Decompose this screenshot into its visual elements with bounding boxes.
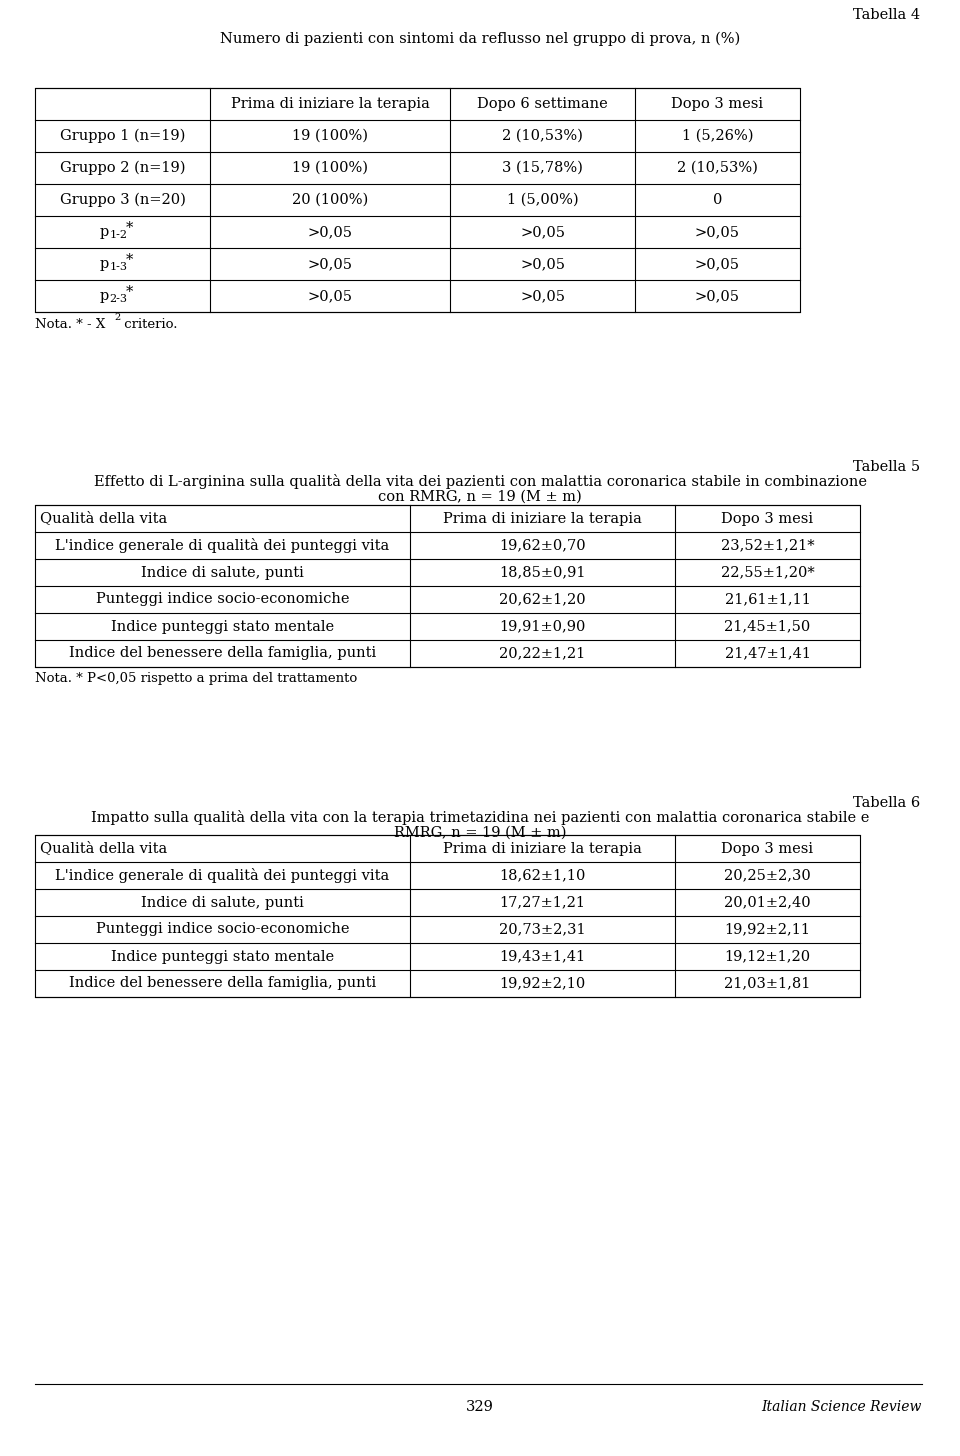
Text: 21,61±1,11: 21,61±1,11 [725, 593, 810, 607]
Text: Indice di salute, punti: Indice di salute, punti [141, 565, 304, 579]
Text: 1 (5,00%): 1 (5,00%) [507, 194, 578, 207]
Bar [35, 87, 800, 312]
Text: 21,03±1,81: 21,03±1,81 [724, 977, 810, 990]
Text: >0,05: >0,05 [520, 288, 565, 303]
Text: 20,25±2,30: 20,25±2,30 [724, 868, 811, 882]
Text: p: p [99, 288, 108, 303]
Text: 2: 2 [114, 313, 120, 322]
Text: Tabella 4: Tabella 4 [852, 7, 920, 22]
Text: Tabella 5: Tabella 5 [852, 460, 920, 475]
Text: Dopo 3 mesi: Dopo 3 mesi [721, 511, 813, 526]
Text: 19,92±2,11: 19,92±2,11 [725, 923, 810, 936]
Text: *: * [126, 285, 133, 298]
Bar [35, 505, 860, 667]
Text: RMRG, n = 19 (M ± m): RMRG, n = 19 (M ± m) [394, 826, 566, 840]
Text: Dopo 6 settimane: Dopo 6 settimane [477, 98, 608, 111]
Text: Qualità della vita: Qualità della vita [40, 842, 167, 856]
Text: >0,05: >0,05 [695, 288, 740, 303]
Text: 20,22±1,21: 20,22±1,21 [499, 646, 586, 661]
Text: Numero di pazienti con sintomi da reflusso nel gruppo di prova, n (%): Numero di pazienti con sintomi da reflus… [220, 32, 740, 47]
Text: >0,05: >0,05 [307, 288, 352, 303]
Text: con RMRG, n = 19 (M ± m): con RMRG, n = 19 (M ± m) [378, 491, 582, 504]
Text: Prima di iniziare la terapia: Prima di iniziare la terapia [444, 842, 642, 856]
Text: 20,73±2,31: 20,73±2,31 [499, 923, 586, 936]
Text: Dopo 3 mesi: Dopo 3 mesi [721, 842, 813, 856]
Text: Indice del benessere della famiglia, punti: Indice del benessere della famiglia, pun… [69, 646, 376, 661]
Text: Indice del benessere della famiglia, punti: Indice del benessere della famiglia, pun… [69, 977, 376, 990]
Text: p: p [99, 258, 108, 271]
Text: >0,05: >0,05 [695, 258, 740, 271]
Text: Effetto di L-arginina sulla qualità della vita dei pazienti con malattia coronar: Effetto di L-arginina sulla qualità dell… [93, 475, 867, 489]
Bar [35, 834, 860, 997]
Text: 1-2: 1-2 [109, 230, 128, 240]
Text: 0: 0 [713, 194, 722, 207]
Text: L'indice generale di qualità dei punteggi vita: L'indice generale di qualità dei puntegg… [56, 539, 390, 553]
Text: 329: 329 [466, 1401, 494, 1414]
Text: Qualità della vita: Qualità della vita [40, 511, 167, 526]
Text: Indice di salute, punti: Indice di salute, punti [141, 895, 304, 910]
Text: 2 (10,53%): 2 (10,53%) [677, 162, 758, 175]
Text: criterio.: criterio. [120, 317, 178, 331]
Text: 19,91±0,90: 19,91±0,90 [499, 619, 586, 633]
Text: Nota. * - X: Nota. * - X [35, 317, 106, 331]
Text: 23,52±1,21*: 23,52±1,21* [721, 539, 814, 552]
Text: >0,05: >0,05 [520, 258, 565, 271]
Text: Tabella 6: Tabella 6 [852, 796, 920, 810]
Text: >0,05: >0,05 [520, 226, 565, 239]
Text: 20 (100%): 20 (100%) [292, 194, 368, 207]
Text: Italian Science Review: Italian Science Review [761, 1401, 922, 1414]
Text: 20,01±2,40: 20,01±2,40 [724, 895, 811, 910]
Text: *: * [126, 253, 133, 266]
Text: 18,62±1,10: 18,62±1,10 [499, 868, 586, 882]
Text: Indice punteggi stato mentale: Indice punteggi stato mentale [111, 619, 334, 633]
Text: 19,62±0,70: 19,62±0,70 [499, 539, 586, 552]
Text: Gruppo 1 (n=19): Gruppo 1 (n=19) [60, 128, 185, 143]
Text: 19 (100%): 19 (100%) [292, 130, 368, 143]
Text: 1 (5,26%): 1 (5,26%) [682, 130, 754, 143]
Text: 17,27±1,21: 17,27±1,21 [499, 895, 586, 910]
Text: *: * [126, 221, 133, 234]
Text: Dopo 3 mesi: Dopo 3 mesi [671, 98, 763, 111]
Text: Gruppo 2 (n=19): Gruppo 2 (n=19) [60, 160, 185, 175]
Text: 22,55±1,20*: 22,55±1,20* [721, 565, 814, 579]
Text: >0,05: >0,05 [307, 258, 352, 271]
Text: Indice punteggi stato mentale: Indice punteggi stato mentale [111, 949, 334, 964]
Text: p: p [99, 226, 108, 239]
Text: 19,92±2,10: 19,92±2,10 [499, 977, 586, 990]
Text: Gruppo 3 (n=20): Gruppo 3 (n=20) [60, 192, 185, 207]
Text: 18,85±0,91: 18,85±0,91 [499, 565, 586, 579]
Text: Punteggi indice socio-economiche: Punteggi indice socio-economiche [96, 923, 349, 936]
Text: 20,62±1,20: 20,62±1,20 [499, 593, 586, 607]
Text: >0,05: >0,05 [695, 226, 740, 239]
Text: 3 (15,78%): 3 (15,78%) [502, 162, 583, 175]
Text: 1-3: 1-3 [109, 262, 128, 272]
Text: 21,45±1,50: 21,45±1,50 [725, 619, 810, 633]
Text: >0,05: >0,05 [307, 226, 352, 239]
Text: 2 (10,53%): 2 (10,53%) [502, 130, 583, 143]
Text: Impatto sulla qualità della vita con la terapia trimetazidina nei pazienti con m: Impatto sulla qualità della vita con la … [91, 810, 869, 826]
Text: 2-3: 2-3 [109, 294, 128, 304]
Text: L'indice generale di qualità dei punteggi vita: L'indice generale di qualità dei puntegg… [56, 868, 390, 882]
Text: Punteggi indice socio-economiche: Punteggi indice socio-economiche [96, 593, 349, 607]
Text: Prima di iniziare la terapia: Prima di iniziare la terapia [444, 511, 642, 526]
Text: 19,12±1,20: 19,12±1,20 [725, 949, 810, 964]
Text: 21,47±1,41: 21,47±1,41 [725, 646, 810, 661]
Text: Nota. * P<0,05 rispetto a prima del trattamento: Nota. * P<0,05 rispetto a prima del trat… [35, 673, 357, 684]
Text: Prima di iniziare la terapia: Prima di iniziare la terapia [230, 98, 429, 111]
Text: 19 (100%): 19 (100%) [292, 162, 368, 175]
Text: 19,43±1,41: 19,43±1,41 [499, 949, 586, 964]
